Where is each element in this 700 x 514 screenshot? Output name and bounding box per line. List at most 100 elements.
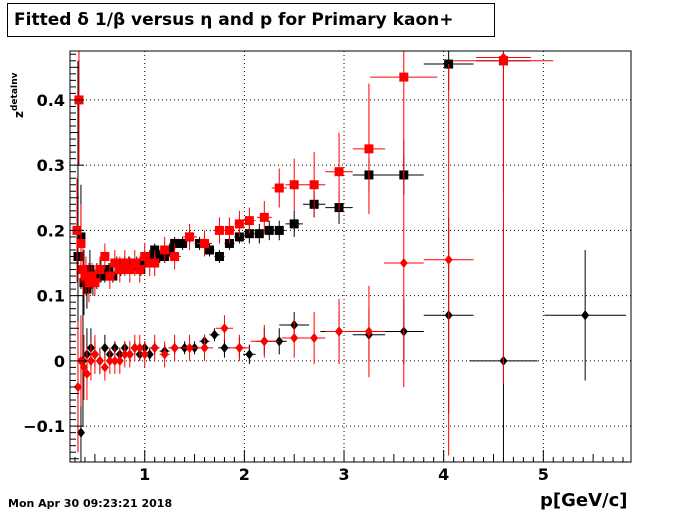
data-point-diamond [100, 342, 109, 353]
data-point-diamond [82, 368, 91, 379]
timestamp: Mon Apr 30 09:23:21 2018 [8, 497, 173, 510]
data-point-square [84, 278, 94, 288]
y-tick-label: 0.3 [37, 156, 65, 175]
data-point-square [160, 245, 170, 255]
x-tick-label: 4 [438, 465, 449, 484]
data-point-square [274, 183, 284, 193]
data-point-square [200, 238, 210, 248]
data-point-square [73, 252, 83, 261]
data-point-diamond [95, 355, 104, 366]
data-point-diamond [185, 342, 194, 353]
data-point-square [214, 225, 224, 235]
data-point-square [289, 180, 299, 190]
chart-title: Fitted δ 1/β versus η and p for Primary … [14, 10, 454, 30]
data-point-square [264, 225, 274, 235]
data-point-square [155, 252, 165, 261]
data-point-square [76, 238, 86, 248]
data-point-diamond [125, 349, 134, 360]
data-point-square [178, 238, 188, 248]
grid-lines [70, 51, 631, 462]
data-point-diamond [335, 326, 344, 337]
data-point-square [309, 180, 319, 190]
data-point-diamond [150, 342, 159, 353]
data-point-square [135, 265, 145, 275]
data-point-square [130, 258, 140, 268]
data-series [72, 51, 627, 462]
data-point-diamond [210, 329, 219, 340]
data-point-diamond [200, 342, 209, 353]
data-point-diamond [310, 333, 319, 344]
data-point-diamond [120, 349, 129, 360]
data-point-diamond [115, 355, 124, 366]
data-point-diamond [90, 349, 99, 360]
y-tick-label: −0.1 [23, 417, 65, 436]
data-point-diamond [110, 355, 119, 366]
data-point-diamond [86, 355, 95, 366]
axes: 1 2 3 4 5 −0.1 0 0.1 0.2 0.3 0.4 [23, 53, 624, 484]
data-point-square [205, 245, 215, 255]
data-point-square [185, 232, 195, 242]
data-point-square [104, 265, 114, 275]
x-tick-label: 3 [338, 465, 349, 484]
data-point-square [79, 278, 89, 288]
data-point-square [125, 265, 135, 275]
x-tick-label: 1 [139, 465, 150, 484]
data-point-diamond [444, 254, 453, 265]
data-point-square [334, 167, 344, 177]
data-point-diamond [275, 336, 284, 347]
x-axis-title: p[GeV/c] [540, 490, 628, 511]
data-point-diamond [581, 310, 590, 321]
data-point-square [100, 271, 110, 281]
data-point-diamond [130, 342, 139, 353]
data-point-square [399, 72, 409, 82]
data-point-diamond [145, 349, 154, 360]
y-tick-label: 0.2 [37, 221, 65, 240]
data-point-diamond [100, 362, 109, 373]
data-point-square [364, 144, 374, 154]
x-tick-label: 2 [239, 465, 250, 484]
data-point-square [87, 271, 97, 281]
data-point-diamond [499, 52, 508, 63]
x-tick-label: 5 [538, 465, 549, 484]
data-point-square [120, 258, 130, 268]
data-point-diamond [73, 381, 82, 392]
data-point-square [78, 265, 88, 275]
data-point-square [234, 219, 244, 229]
data-point-square [95, 265, 105, 275]
data-point-diamond [235, 342, 244, 353]
y-tick-label: 0.4 [37, 91, 65, 110]
y-tick-label: 0.1 [37, 287, 65, 306]
data-point-square [254, 229, 264, 239]
data-point-diamond [399, 258, 408, 269]
data-point-square [170, 252, 180, 261]
data-point-square [110, 258, 120, 268]
data-point-square [259, 212, 269, 222]
data-point-square [224, 225, 234, 235]
data-point-square [274, 225, 284, 235]
data-point-diamond [220, 323, 229, 334]
data-point-diamond [170, 342, 179, 353]
data-point-diamond [79, 362, 88, 373]
data-point-diamond [220, 342, 229, 353]
data-point-diamond [105, 355, 114, 366]
data-point-diamond [245, 349, 254, 360]
title-box: Fitted δ 1/β versus η and p for Primary … [7, 3, 495, 37]
data-point-square [289, 219, 299, 229]
data-point-diamond [260, 336, 269, 347]
data-point-square [82, 284, 92, 294]
data-point-square [150, 258, 160, 268]
data-point-square [90, 278, 100, 288]
y-tick-label: 0 [54, 352, 65, 371]
data-point-square [92, 271, 102, 281]
data-point-diamond [160, 349, 169, 360]
data-point-square [244, 216, 254, 226]
data-point-square [145, 258, 155, 268]
data-point-square [105, 271, 115, 281]
data-point-square [100, 252, 110, 261]
data-point-diamond [135, 342, 144, 353]
data-point-diamond [76, 427, 85, 438]
data-point-square [140, 252, 150, 261]
data-point-square [81, 271, 91, 281]
data-point-square [214, 252, 224, 261]
